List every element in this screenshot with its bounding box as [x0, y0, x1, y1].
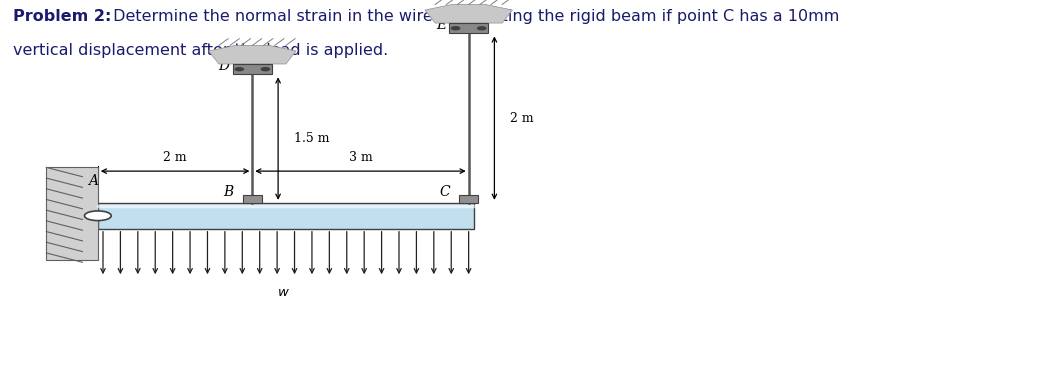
Text: E: E — [436, 17, 446, 32]
Polygon shape — [98, 203, 474, 229]
Polygon shape — [449, 23, 488, 33]
Polygon shape — [243, 195, 262, 203]
Polygon shape — [47, 167, 98, 260]
Text: 2 m: 2 m — [163, 151, 187, 164]
Text: D: D — [218, 58, 230, 73]
Text: 2 m: 2 m — [510, 112, 534, 125]
Text: C: C — [440, 185, 450, 199]
Text: Problem 2:: Problem 2: — [14, 9, 111, 24]
Polygon shape — [460, 195, 478, 203]
Text: vertical displacement after the load is applied.: vertical displacement after the load is … — [14, 43, 389, 58]
Text: A: A — [87, 174, 98, 188]
Circle shape — [477, 27, 486, 30]
Circle shape — [84, 211, 111, 221]
Text: B: B — [224, 185, 234, 199]
Circle shape — [451, 27, 460, 30]
Text: 1.5 m: 1.5 m — [293, 132, 329, 145]
Text: Determine the normal strain in the wires supporting the rigid beam if point C ha: Determine the normal strain in the wires… — [108, 9, 839, 24]
Text: 3 m: 3 m — [348, 151, 372, 164]
Text: w: w — [278, 286, 289, 299]
Circle shape — [235, 68, 243, 71]
Polygon shape — [209, 45, 296, 64]
Polygon shape — [233, 64, 271, 74]
Polygon shape — [425, 4, 513, 23]
Circle shape — [261, 68, 269, 71]
